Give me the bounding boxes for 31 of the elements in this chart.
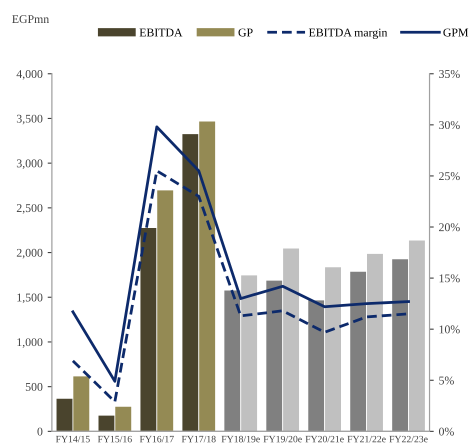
x-tick-label: FY14/15 [56,436,90,442]
legend-label: EBITDA margin [308,28,388,39]
x-tick-label: FY15/16 [98,436,132,442]
y2-tick-label: 15% [440,274,460,282]
y2-tick-label: 25% [439,172,460,180]
y-tick-label: 1,000 [17,338,42,348]
y2-tick-label: 35% [439,70,460,78]
y-tick-label: 0 [37,428,42,436]
x-tick-label: FY20/21e [305,436,344,442]
y-tick-label: 1,500 [17,294,42,304]
y-tick-label: 3,000 [16,159,42,170]
y-tick-label: 500 [26,382,42,391]
legend-label: GPM [443,28,468,36]
x-tick-label: FY17/18 [182,436,216,442]
x-tick-label: FY16/17 [140,436,174,442]
x-tick-label: FY21/22e [347,436,386,442]
y2-tick-label: 10% [440,325,460,334]
y2-tick-label: 0% [439,428,454,436]
y-tick-label: 2,000 [16,248,42,258]
y2-tick-label: 5% [439,376,454,385]
x-tick-label: FY22/23e [389,436,428,442]
y2-tick-label: 20% [439,223,460,232]
x-tick-label: FY19/20e [264,436,302,442]
y-tick-label: 3,500 [16,114,42,124]
y-tick-label: 4,000 [16,70,42,80]
x-tick-label: FY18/19e [222,436,260,442]
y2-tick-label: 30% [439,121,460,130]
y-axis-title: EGPmn [12,15,50,24]
legend-label: GP [238,28,253,36]
legend-label: EBITDA [140,28,182,36]
y-tick-label: 2,500 [16,204,42,214]
